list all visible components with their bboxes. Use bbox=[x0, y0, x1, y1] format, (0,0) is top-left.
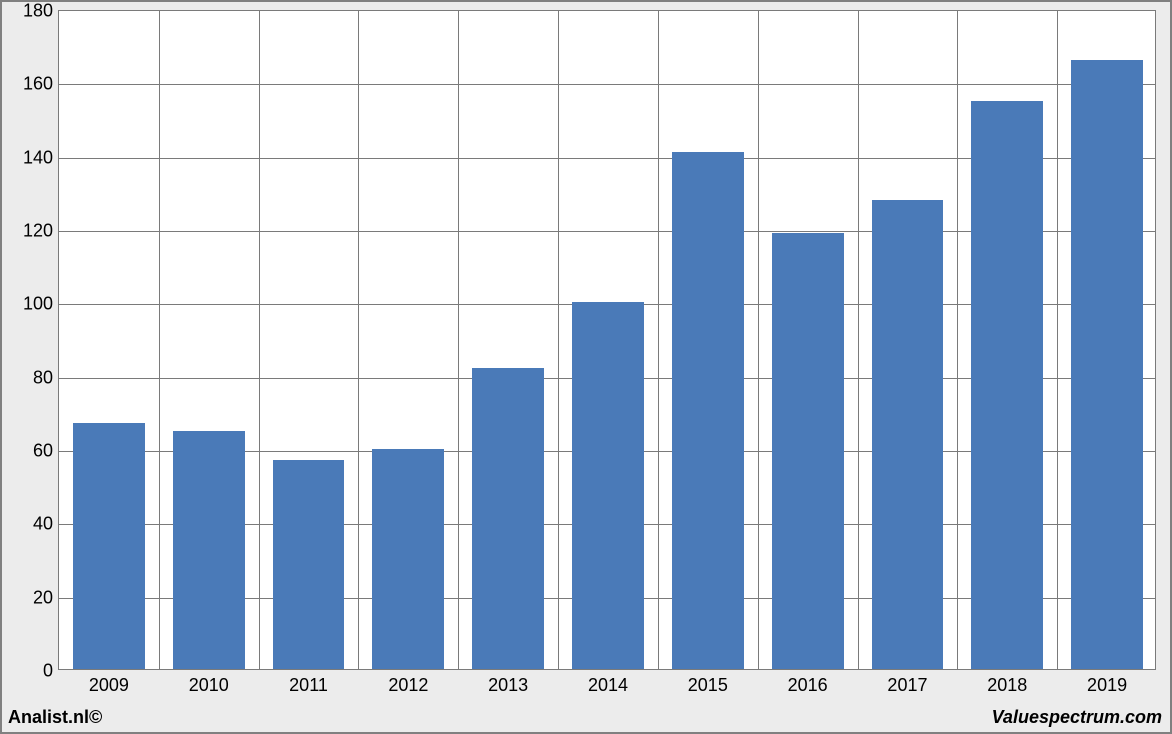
bar bbox=[872, 200, 944, 669]
chart-frame: 0 20 40 60 80 100 120 140 160 180 2009 2010 2011 2012… bbox=[0, 0, 1172, 734]
gridline-vertical bbox=[458, 11, 459, 669]
y-tick-label: 180 bbox=[23, 1, 59, 22]
gridline-vertical bbox=[758, 11, 759, 669]
bar bbox=[971, 101, 1043, 669]
plot-area: 0204060801001201401601802009201020112012… bbox=[58, 10, 1156, 670]
bar bbox=[73, 423, 145, 669]
footer-left-credit: Analist.nl© bbox=[8, 707, 102, 728]
y-tick-label: 140 bbox=[23, 147, 59, 168]
x-tick-label: 2014 bbox=[588, 669, 628, 696]
x-tick-label: 2016 bbox=[788, 669, 828, 696]
bar bbox=[1071, 60, 1143, 669]
x-tick-label: 2011 bbox=[289, 669, 328, 696]
x-tick-label: 2012 bbox=[388, 669, 428, 696]
bar bbox=[572, 302, 644, 669]
y-tick-label: 100 bbox=[23, 294, 59, 315]
gridline-horizontal bbox=[59, 84, 1155, 85]
y-tick-label: 40 bbox=[33, 514, 59, 535]
bar bbox=[173, 431, 245, 669]
y-tick-label: 60 bbox=[33, 441, 59, 462]
x-tick-label: 2019 bbox=[1087, 669, 1127, 696]
gridline-vertical bbox=[658, 11, 659, 669]
bar bbox=[472, 368, 544, 669]
x-tick-label: 2009 bbox=[89, 669, 129, 696]
bar bbox=[772, 233, 844, 669]
gridline-vertical bbox=[159, 11, 160, 669]
y-tick-label: 120 bbox=[23, 221, 59, 242]
x-tick-label: 2018 bbox=[987, 669, 1027, 696]
bar bbox=[372, 449, 444, 669]
gridline-vertical bbox=[558, 11, 559, 669]
gridline-vertical bbox=[858, 11, 859, 669]
x-tick-label: 2017 bbox=[887, 669, 927, 696]
y-tick-label: 0 bbox=[43, 661, 59, 682]
y-tick-label: 20 bbox=[33, 587, 59, 608]
gridline-vertical bbox=[1057, 11, 1058, 669]
bar bbox=[273, 460, 345, 669]
gridline-vertical bbox=[259, 11, 260, 669]
x-tick-label: 2015 bbox=[688, 669, 728, 696]
x-tick-label: 2013 bbox=[488, 669, 528, 696]
chart-wrap: 0204060801001201401601802009201020112012… bbox=[10, 8, 1162, 704]
gridline-vertical bbox=[957, 11, 958, 669]
y-tick-label: 160 bbox=[23, 74, 59, 95]
footer-right-credit: Valuespectrum.com bbox=[992, 707, 1162, 728]
gridline-vertical bbox=[358, 11, 359, 669]
y-tick-label: 80 bbox=[33, 367, 59, 388]
x-tick-label: 2010 bbox=[189, 669, 229, 696]
bar bbox=[672, 152, 744, 669]
